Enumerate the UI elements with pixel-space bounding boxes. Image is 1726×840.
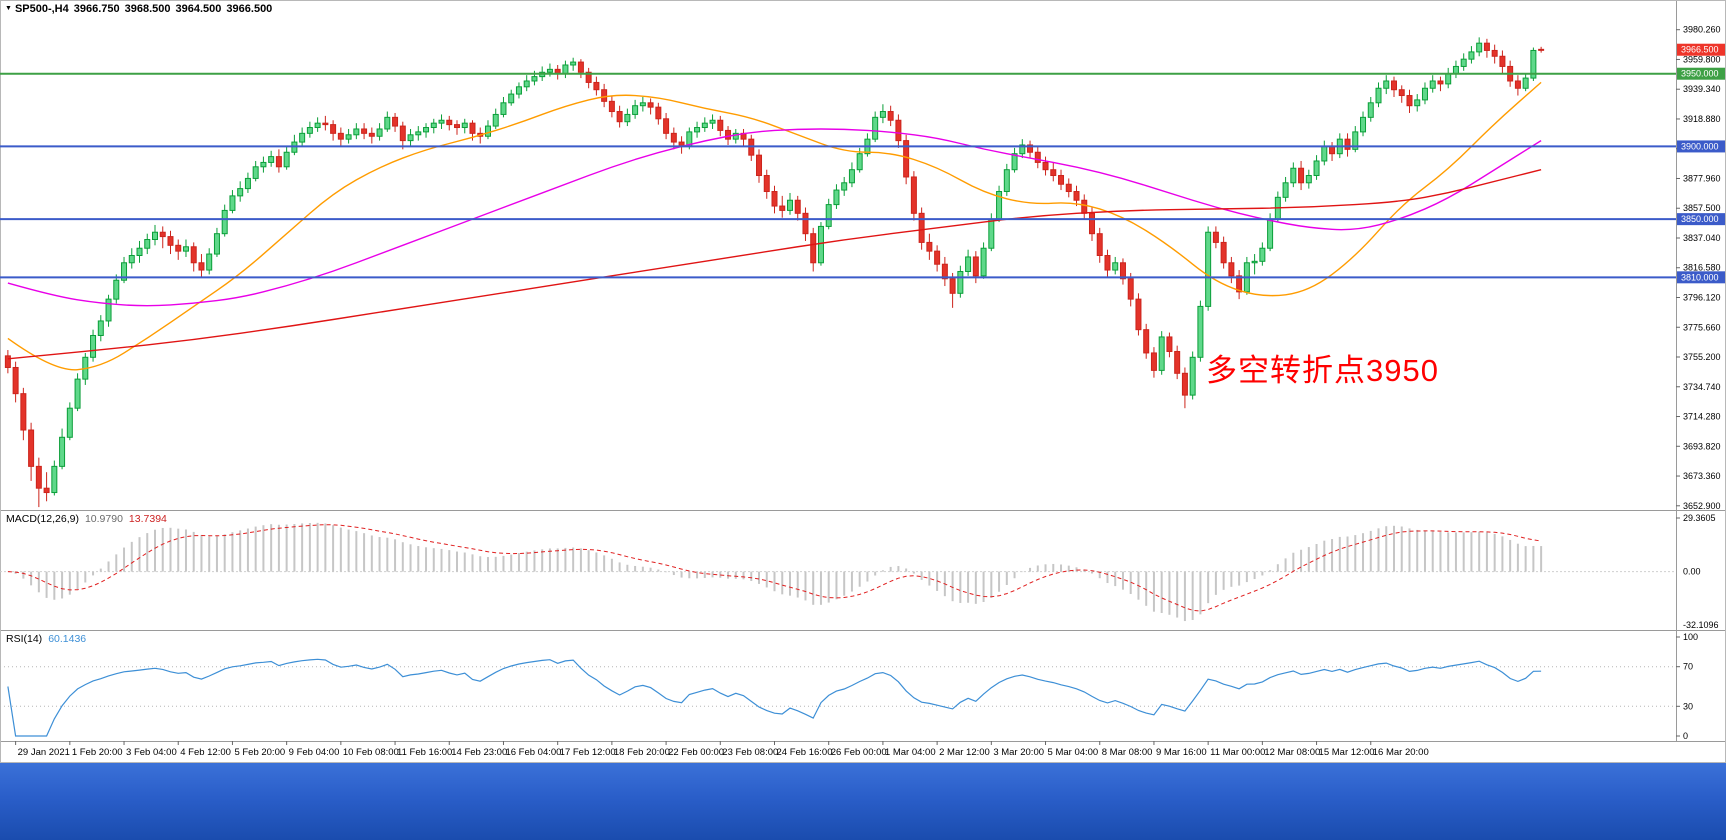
svg-text:24 Feb 16:00: 24 Feb 16:00 xyxy=(777,747,833,758)
svg-text:3 Feb 04:00: 3 Feb 04:00 xyxy=(126,747,177,758)
svg-text:29 Jan 2021: 29 Jan 2021 xyxy=(18,747,70,758)
svg-text:3959.800: 3959.800 xyxy=(1683,54,1721,64)
svg-text:3900.000: 3900.000 xyxy=(1681,141,1719,151)
svg-text:11 Feb 16:00: 11 Feb 16:00 xyxy=(397,747,452,758)
svg-text:1 Mar 04:00: 1 Mar 04:00 xyxy=(885,747,936,758)
rsi-line xyxy=(7,658,1542,737)
svg-text:23 Feb 08:00: 23 Feb 08:00 xyxy=(722,747,778,758)
macd-name: MACD(12,26,9) xyxy=(6,513,79,525)
horizontal-lines-layer xyxy=(0,72,1676,279)
time-axis: 29 Jan 2021 1 Feb 20:00 3 Feb 04:00 4 Feb 1… xyxy=(15,741,1429,758)
svg-text:3755.200: 3755.200 xyxy=(1683,352,1721,362)
svg-text:0: 0 xyxy=(1683,731,1688,741)
svg-text:1 Feb 20:00: 1 Feb 20:00 xyxy=(72,747,123,758)
svg-text:3950.000: 3950.000 xyxy=(1681,69,1719,79)
svg-text:2 Mar 12:00: 2 Mar 12:00 xyxy=(939,747,990,758)
svg-text:4 Feb 12:00: 4 Feb 12:00 xyxy=(180,747,231,758)
ohlc-close: 3966.500 xyxy=(226,3,273,15)
annotation-text: 多空转折点3950 xyxy=(1206,353,1439,388)
svg-text:70: 70 xyxy=(1683,662,1693,672)
chevron-down-icon[interactable]: ▼ xyxy=(5,5,12,12)
svg-text:3693.820: 3693.820 xyxy=(1683,441,1721,451)
candlesticks-layer xyxy=(4,37,1545,508)
rsi-label: RSI(14) 60.1436 xyxy=(6,633,92,645)
svg-text:29.3605: 29.3605 xyxy=(1683,513,1716,523)
svg-text:3877.960: 3877.960 xyxy=(1683,173,1721,183)
rsi-panel-layer: 100 70 30 0 xyxy=(0,632,1698,741)
ma-fast-line xyxy=(7,81,1542,371)
panel-borders xyxy=(0,0,1726,763)
ohlc-open: 3966.750 xyxy=(73,3,120,15)
rsi-value: 60.1436 xyxy=(48,633,87,645)
svg-text:3850.000: 3850.000 xyxy=(1681,214,1719,224)
svg-text:-32.1096: -32.1096 xyxy=(1683,620,1719,630)
price-axis: 3980.2603959.8003939.3403918.8803898.420… xyxy=(1676,25,1725,511)
svg-text:3966.500: 3966.500 xyxy=(1681,45,1719,55)
macd-main-value: 10.9790 xyxy=(84,513,123,525)
svg-text:3775.660: 3775.660 xyxy=(1683,322,1721,332)
ohlc-low: 3964.500 xyxy=(175,3,222,15)
svg-text:22 Feb 00:00: 22 Feb 00:00 xyxy=(668,747,724,758)
svg-text:8 Mar 08:00: 8 Mar 08:00 xyxy=(1102,747,1153,758)
svg-text:14 Feb 23:00: 14 Feb 23:00 xyxy=(451,747,507,758)
svg-text:9 Mar 16:00: 9 Mar 16:00 xyxy=(1156,747,1207,758)
svg-text:15 Mar 12:00: 15 Mar 12:00 xyxy=(1319,747,1375,758)
ma-slow-line xyxy=(7,169,1542,360)
svg-text:26 Feb 00:00: 26 Feb 00:00 xyxy=(831,747,887,758)
svg-text:10 Feb 08:00: 10 Feb 08:00 xyxy=(343,747,399,758)
svg-text:3 Mar 20:00: 3 Mar 20:00 xyxy=(993,747,1044,758)
symbol-period-label: SP500-,H4 xyxy=(14,3,69,15)
svg-text:17 Feb 12:00: 17 Feb 12:00 xyxy=(560,747,616,758)
svg-text:3857.500: 3857.500 xyxy=(1683,203,1721,213)
moving-averages-layer xyxy=(7,81,1542,371)
svg-text:3939.340: 3939.340 xyxy=(1683,84,1721,94)
svg-text:3816.580: 3816.580 xyxy=(1683,263,1721,273)
svg-text:3980.260: 3980.260 xyxy=(1683,25,1721,35)
chart-title: ▼ SP500-,H4 3966.750 3968.500 3964.500 3966.5… xyxy=(5,3,277,15)
svg-text:100: 100 xyxy=(1683,632,1698,642)
svg-text:3673.360: 3673.360 xyxy=(1683,471,1721,481)
svg-text:16 Mar 20:00: 16 Mar 20:00 xyxy=(1373,747,1429,758)
macd-label: MACD(12,26,9) 10.9790 13.7394 xyxy=(6,513,173,525)
svg-text:5 Feb 20:00: 5 Feb 20:00 xyxy=(234,747,285,758)
svg-text:30: 30 xyxy=(1683,701,1693,711)
svg-text:5 Mar 04:00: 5 Mar 04:00 xyxy=(1048,747,1099,758)
svg-text:16 Feb 04:00: 16 Feb 04:00 xyxy=(505,747,561,758)
rsi-name: RSI(14) xyxy=(6,633,43,645)
svg-text:0.00: 0.00 xyxy=(1683,567,1701,577)
chart-canvas[interactable]: 29.3605 0.00 -32.1096 100 70 30 0 3980.260 3959.… xyxy=(0,0,1726,763)
svg-text:3714.280: 3714.280 xyxy=(1683,412,1721,422)
ohlc-high: 3968.500 xyxy=(124,3,171,15)
svg-text:3918.880: 3918.880 xyxy=(1683,114,1721,124)
svg-text:18 Feb 20:00: 18 Feb 20:00 xyxy=(614,747,670,758)
svg-text:3734.740: 3734.740 xyxy=(1683,382,1721,392)
ma-mid-line xyxy=(7,128,1542,307)
macd-panel-layer: 29.3605 0.00 -32.1096 xyxy=(0,513,1719,630)
svg-text:11 Mar 00:00: 11 Mar 00:00 xyxy=(1210,747,1265,758)
macd-signal-value: 13.7394 xyxy=(128,513,167,525)
bottom-bar xyxy=(0,763,1726,840)
svg-text:3796.120: 3796.120 xyxy=(1683,292,1721,302)
svg-text:3810.000: 3810.000 xyxy=(1681,272,1719,282)
svg-text:12 Mar 08:00: 12 Mar 08:00 xyxy=(1264,747,1320,758)
svg-text:3837.040: 3837.040 xyxy=(1683,233,1721,243)
svg-text:9 Feb 04:00: 9 Feb 04:00 xyxy=(289,747,340,758)
svg-text:3652.900: 3652.900 xyxy=(1683,501,1721,511)
macd-signal-line xyxy=(7,524,1542,612)
